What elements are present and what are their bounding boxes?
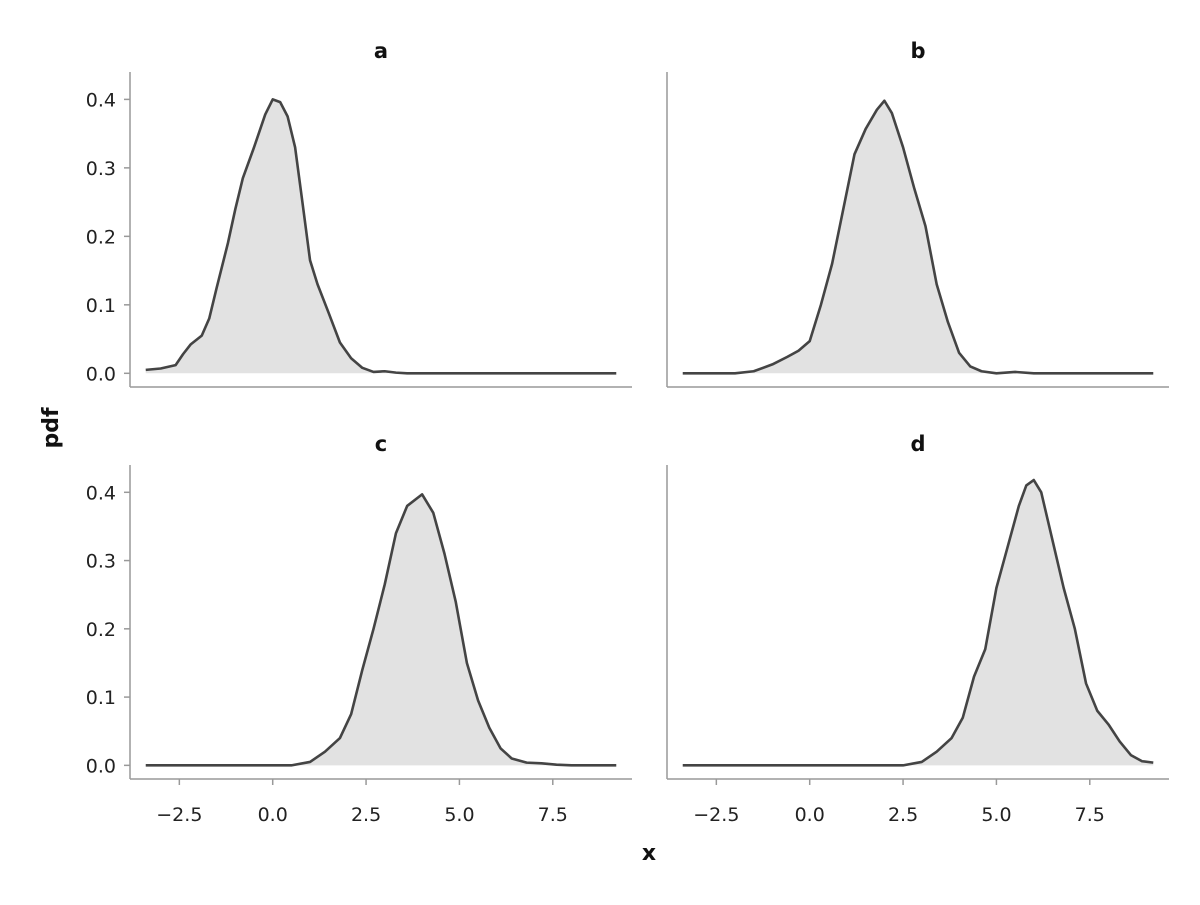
- y-tick-label: 0.3: [86, 158, 116, 180]
- x-tick-label: 2.5: [351, 804, 381, 826]
- panel-title-d: d: [910, 432, 925, 456]
- panel-title-a: a: [374, 39, 388, 63]
- y-tick-label: 0.3: [86, 551, 116, 573]
- panel-c: c 0.0 0.1 0.2 0.3 0.4 −2.5 0.0 2.5 5.0 7.5: [86, 432, 632, 826]
- y-tick-label: 0.4: [86, 482, 116, 504]
- y-axis-title: pdf: [39, 407, 64, 448]
- panel-b: b: [666, 39, 1169, 388]
- density-area-d: [682, 480, 1154, 766]
- density-line-a: [145, 98, 617, 375]
- density-area-a: [145, 99, 617, 374]
- y-tick-label: 0.4: [86, 89, 116, 111]
- density-line-d: [682, 478, 1154, 767]
- y-tick-label: 0.0: [86, 363, 116, 385]
- y-tick-label: 0.2: [86, 226, 116, 248]
- x-tick-label: 5.0: [981, 804, 1011, 826]
- panel-title-b: b: [910, 39, 925, 63]
- density-area-c: [145, 494, 617, 766]
- x-tick-label: 0.0: [795, 804, 825, 826]
- x-tick-label: 5.0: [444, 804, 474, 826]
- panels-layer: a 0.0 0.1 0.2 0.3 0.4 b c 0.0 0.1 0.2 0.3 0.4 −2.5 0.0…: [86, 39, 1169, 826]
- y-tick-label: 0.0: [86, 755, 116, 777]
- x-tick-label: 7.5: [538, 804, 568, 826]
- density-line-c: [145, 493, 617, 767]
- panel-a: a 0.0 0.1 0.2 0.3 0.4: [86, 39, 632, 388]
- x-tick-label: −2.5: [156, 804, 202, 826]
- panel-d: d −2.5 0.0 2.5 5.0 7.5: [666, 432, 1169, 826]
- x-tick-label: 7.5: [1075, 804, 1105, 826]
- x-axis-title: x: [642, 841, 656, 866]
- x-tick-label: 0.0: [258, 804, 288, 826]
- y-tick-label: 0.1: [86, 687, 116, 709]
- density-area-b: [682, 100, 1154, 374]
- x-tick-label: −2.5: [693, 804, 739, 826]
- y-tick-label: 0.1: [86, 295, 116, 317]
- x-tick-label: 2.5: [888, 804, 918, 826]
- density-line-b: [682, 99, 1154, 375]
- y-tick-label: 0.2: [86, 619, 116, 641]
- panel-title-c: c: [375, 432, 387, 456]
